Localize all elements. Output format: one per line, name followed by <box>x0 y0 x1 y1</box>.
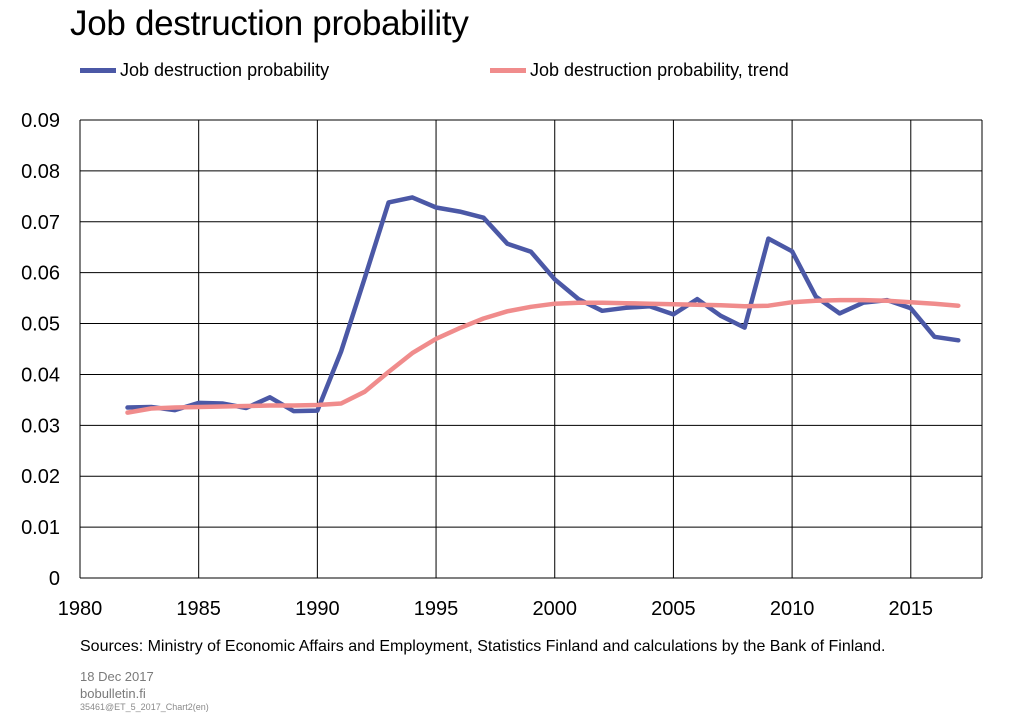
legend: Job destruction probability Job destruct… <box>80 60 980 90</box>
legend-swatch-series-2 <box>490 68 526 73</box>
y-tick-label-5: 0.05 <box>21 314 60 336</box>
y-tick-label-6: 0.06 <box>21 263 60 285</box>
x-tick-label-2: 1990 <box>295 598 340 620</box>
y-tick-label-9: 0.09 <box>21 110 60 132</box>
source-note: Sources: Ministry of Economic Affairs an… <box>80 638 886 655</box>
series-line-2 <box>125 297 961 415</box>
footer-site: bobulletin.fi <box>80 686 146 701</box>
legend-item-series-2: Job destruction probability, trend <box>490 60 789 81</box>
legend-item-series-1: Job destruction probability <box>80 60 329 81</box>
x-tick-label-4: 2000 <box>532 598 577 620</box>
x-tick-label-3: 1995 <box>414 598 459 620</box>
series-layer <box>125 195 961 415</box>
x-tick-label-0: 1980 <box>58 598 103 620</box>
footer-code: 35461@ET_5_2017_Chart2(en) <box>80 702 209 712</box>
legend-label-series-2: Job destruction probability, trend <box>530 60 789 80</box>
y-tick-label-2: 0.02 <box>21 466 60 488</box>
y-tick-label-1: 0.01 <box>21 517 60 539</box>
x-tick-label-7: 2015 <box>889 598 934 620</box>
legend-swatch-series-1 <box>80 68 116 73</box>
y-tick-label-7: 0.07 <box>21 212 60 234</box>
x-tick-label-6: 2010 <box>770 598 815 620</box>
x-tick-label-5: 2005 <box>651 598 696 620</box>
x-tick-label-1: 1985 <box>176 598 221 620</box>
chart-title: Job destruction probability <box>70 4 469 43</box>
grid-layer <box>79 119 983 579</box>
footer-date: 18 Dec 2017 <box>80 669 154 684</box>
y-tick-label-0: 0 <box>49 568 60 590</box>
y-tick-label-8: 0.08 <box>21 161 60 183</box>
legend-label-series-1: Job destruction probability <box>120 60 330 80</box>
axis-layer: 0 0.01 0.02 0.03 0.04 0.05 0.06 0.07 0.08 0.09 198… <box>21 110 933 620</box>
y-tick-label-4: 0.04 <box>21 364 60 386</box>
y-tick-label-3: 0.03 <box>21 415 60 437</box>
line-chart: 0 0.01 0.02 0.03 0.04 0.05 0.06 0.07 0.08 0.09 198… <box>21 110 983 620</box>
